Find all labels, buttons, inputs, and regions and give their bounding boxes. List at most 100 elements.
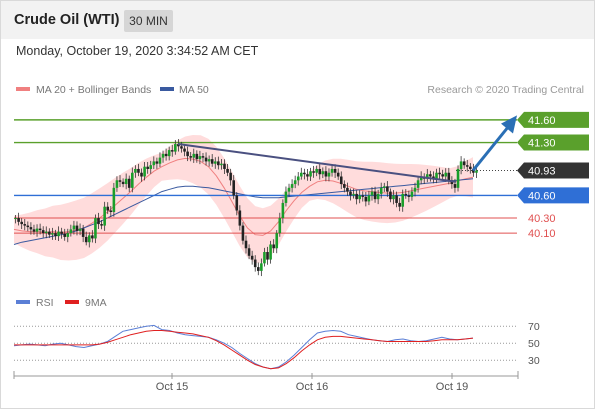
candle-body [72,225,76,230]
candle-body [441,174,444,177]
candle-body [204,157,208,162]
candle-body [143,166,146,177]
level-label-40.30: 40.30 [528,213,556,225]
candle-body [389,191,392,200]
candle-body [91,235,94,239]
candle-body [229,172,232,181]
candle-body [343,184,346,188]
candle-body [281,202,285,219]
candle-body [364,196,368,202]
ma20-legend-label: MA 20 + Bollinger Bands [36,84,151,96]
level-label-40.93: 40.93 [528,165,556,177]
candle-body [438,172,441,175]
candle-body [87,235,91,243]
attribution: Research © 2020 Trading Central [427,84,584,96]
candle-body [97,218,100,225]
candle-body [54,233,57,237]
candle-body [250,255,254,260]
candle-body [373,191,377,200]
candle-body [278,218,282,234]
candle-body [137,168,140,173]
candle-body [272,244,275,249]
candle-body [321,171,325,175]
candle-body [361,195,365,197]
candle-body [429,174,432,177]
candle-body [435,172,438,179]
header-bar: Crude Oil (WTI) 30 MIN [1,1,594,39]
level-tag-40.60 [517,187,589,204]
candle-body [244,240,248,249]
candle-body [327,172,331,177]
candle-body [401,193,405,207]
level-label-40.60: 40.60 [528,190,556,202]
candle-body [29,227,33,230]
price-levels [14,119,517,234]
ma50-line [13,178,474,245]
forecast-arrow-head [501,115,517,134]
candle-body [51,233,54,235]
candle-body [358,195,361,200]
rsi-legend: RSI 9MA [16,297,107,309]
candle-body [207,159,211,162]
candle-body [146,166,149,169]
descending-trendline [177,143,457,183]
candle-body [60,231,63,234]
candle-body [189,156,192,158]
candle-body [346,187,349,192]
rsi-legend-swatch [16,300,30,304]
candle-body [192,153,196,158]
candle-body [386,186,389,192]
candle-body [235,195,239,211]
candle-body [293,180,297,185]
candle-body [309,171,312,177]
candle-body [48,231,51,235]
candle-body [269,244,272,260]
candle-body [333,168,337,173]
candle-body [379,187,383,194]
ma20-legend-swatch [16,87,30,91]
candle-body [174,144,177,152]
candle-body [330,168,334,173]
forecast-arrow-line [471,124,511,172]
candle-body [410,191,414,197]
candle-body [303,172,306,175]
instrument-title: Crude Oil (WTI) [14,12,120,28]
candle-body [140,172,143,177]
candle-body [459,161,463,169]
rsi-panel: 70 50 30 [13,321,540,370]
candle-body [312,171,315,173]
level-label-41.60: 41.60 [528,115,556,127]
candle-body [376,193,380,200]
candle-body [32,229,36,232]
candle-body [398,202,401,207]
candle-body [444,172,448,177]
candle-body [20,221,23,225]
candle-body [416,180,420,188]
x-axis: Oct 15 Oct 16 Oct 19 [13,371,519,393]
candle-body [63,233,67,237]
candle-body [419,176,423,181]
rsi-ma-legend-label: 9MA [85,297,107,309]
level-label-40.10: 40.10 [528,228,556,240]
legend: MA 20 + Bollinger Bands MA 50 Research ©… [16,84,584,96]
candle-body [35,228,39,232]
candle-body [432,176,435,179]
candle-body [127,178,131,188]
candle-body [167,150,171,157]
rsi-ma-line [14,330,474,370]
candle-body [41,230,45,234]
candle-body [413,187,417,192]
candle-body [158,157,162,164]
candle-body [226,168,229,173]
candle-body [17,218,20,222]
timeframe-button[interactable]: 30 MIN [124,10,173,32]
candle-body [469,166,472,169]
candle-body [324,171,328,177]
candle-body [339,176,343,185]
candle-body [349,191,352,196]
candle-body [26,225,30,228]
candle-body [84,236,88,243]
rsi-tick-70: 70 [528,321,540,333]
candle-body [465,165,469,167]
